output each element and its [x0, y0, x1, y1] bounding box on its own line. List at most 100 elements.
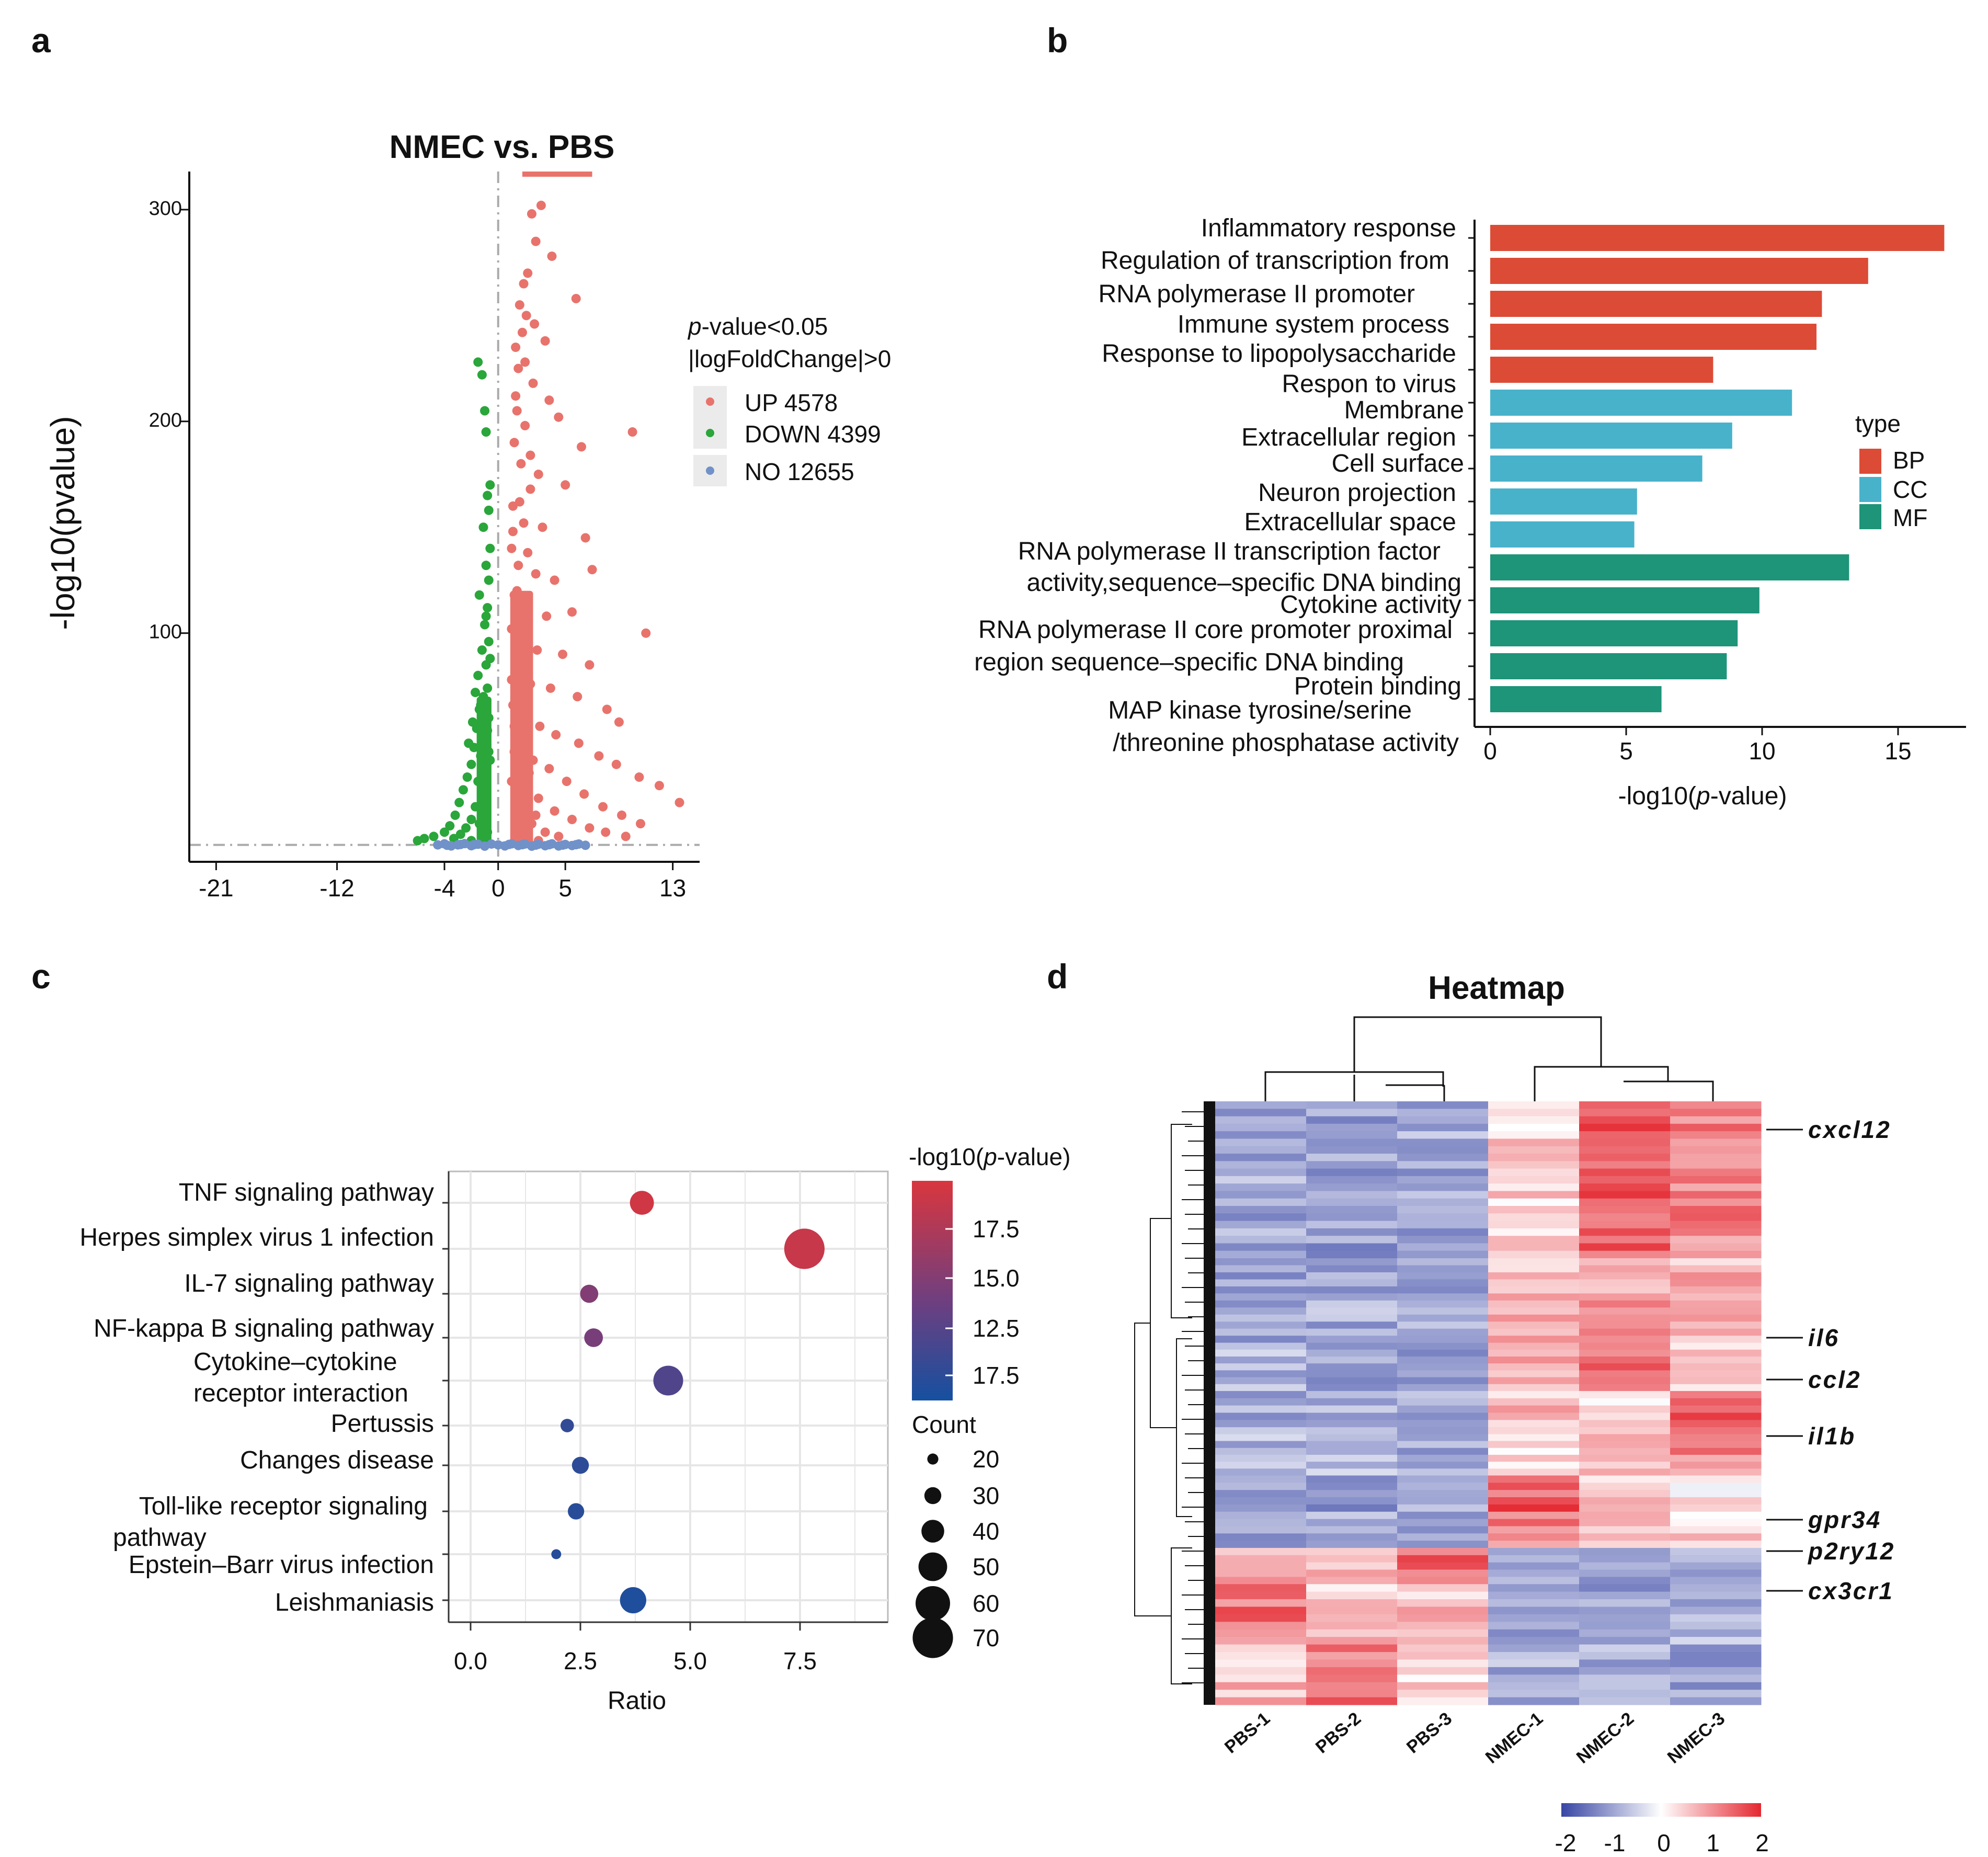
- volcano-point-no: [517, 840, 527, 850]
- heatmap-cell: [1670, 1674, 1762, 1683]
- heatmap-cell: [1488, 1637, 1580, 1645]
- heatmap-cell: [1670, 1183, 1762, 1191]
- heatmap-cell: [1306, 1690, 1398, 1698]
- go-legend-bp-swatch: [1859, 449, 1881, 474]
- heatmap-cell: [1306, 1420, 1398, 1428]
- go-term-label-5: Response to lipopolysaccharide: [1102, 340, 1456, 368]
- volcano-xtick-label: -21: [199, 874, 233, 902]
- heatmap-cell: [1306, 1131, 1398, 1139]
- heatmap-cell: [1306, 1434, 1398, 1442]
- heatmap-cell: [1215, 1468, 1307, 1476]
- heatmap-cell: [1306, 1629, 1398, 1637]
- bubble-color-legend-title: -log10(p-value): [909, 1143, 1070, 1170]
- legend-up-label: UP 4578: [745, 389, 838, 416]
- heatmap-cell: [1488, 1286, 1580, 1294]
- heatmap-cell: [1397, 1584, 1489, 1592]
- heatmap-cell: [1397, 1427, 1489, 1434]
- volcano-point-down: [440, 827, 449, 837]
- heatmap-cell: [1670, 1405, 1762, 1413]
- heatmap-cell: [1488, 1168, 1580, 1177]
- volcano-point-down: [471, 688, 481, 698]
- heatmap-cell: [1579, 1483, 1671, 1490]
- volcano-point-up: [531, 236, 541, 246]
- heatmap-cell: [1397, 1176, 1489, 1184]
- gene-annotations: cxcl12 il6 ccl2 il1b gpr34 p2ry12 cx3cr1: [1766, 1116, 1893, 1604]
- heatmap-cell: [1306, 1300, 1398, 1308]
- heatmap-cell: [1397, 1577, 1489, 1585]
- heatmap-cell: [1306, 1504, 1398, 1512]
- heatmap-cell: [1579, 1599, 1671, 1607]
- heatmap-cell: [1488, 1607, 1580, 1615]
- volcano-point-no: [442, 840, 452, 850]
- heatmap-cell: [1306, 1398, 1398, 1406]
- go-x-ticks: 0 5 10 15: [1483, 727, 1912, 765]
- heatmap-cell: [1670, 1265, 1762, 1273]
- heatmap-cell: [1579, 1497, 1671, 1505]
- panel-a-volcano-plot: a NMEC vs. PBS -log10(pvalue) -21 -12 -4 0 5…: [31, 21, 891, 902]
- heatmap-cell: [1397, 1591, 1489, 1600]
- go-term-label-19: /threonine phosphatase activity: [1113, 729, 1459, 757]
- heatmap-cell: [1215, 1391, 1307, 1399]
- bubble-size-key: [916, 1586, 950, 1621]
- volcano-point-up: [576, 442, 586, 452]
- heatmap-cell: [1670, 1591, 1762, 1600]
- heatmap-cell: [1488, 1101, 1580, 1109]
- heatmap-cell: [1579, 1336, 1671, 1343]
- heatmap-cell: [1397, 1391, 1489, 1399]
- heatmap-cell: [1670, 1547, 1762, 1556]
- heatmap-cell: [1397, 1441, 1489, 1449]
- volcano-point-down: [478, 781, 488, 791]
- heatmap-cell: [1579, 1475, 1671, 1483]
- heatmap-cell: [1670, 1243, 1762, 1251]
- volcano-point-up: [523, 268, 533, 278]
- heatmap-cell: [1579, 1101, 1671, 1109]
- bubble-size-label: 40: [973, 1518, 999, 1545]
- volcano-point-no: [455, 839, 465, 849]
- heatmap-cell: [1579, 1131, 1671, 1139]
- heatmap-column-label: NMEC-3: [1664, 1708, 1729, 1768]
- heatmap-cell: [1397, 1328, 1489, 1336]
- heatmap-cell: [1397, 1265, 1489, 1273]
- volcano-point-up: [654, 781, 664, 791]
- volcano-point-up: [528, 755, 538, 765]
- heatmap-cell: [1488, 1526, 1580, 1534]
- heatmap-cell: [1215, 1441, 1307, 1449]
- heatmap-cell: [1215, 1682, 1307, 1690]
- volcano-xtick-label: 5: [558, 874, 572, 902]
- volcano-point-down: [476, 700, 486, 710]
- heatmap-cell: [1488, 1569, 1580, 1577]
- heatmap-cell: [1579, 1191, 1671, 1199]
- legend-no-dot: [706, 466, 714, 475]
- volcano-point-up: [533, 470, 543, 480]
- heatmap-cell: [1215, 1690, 1307, 1698]
- heatmap-cell: [1579, 1272, 1671, 1280]
- heatmap-cell: [1488, 1176, 1580, 1184]
- heatmap-cell: [1579, 1391, 1671, 1399]
- heatmap-cell: [1670, 1526, 1762, 1534]
- heatmap-cell: [1579, 1434, 1671, 1442]
- heatmap-cell: [1397, 1191, 1489, 1199]
- heatmap-cell: [1397, 1109, 1489, 1117]
- heatmap-cell: [1215, 1577, 1307, 1585]
- go-bar-bp: [1490, 258, 1868, 284]
- volcano-point-up: [544, 764, 554, 773]
- heatmap-cell: [1397, 1349, 1489, 1357]
- volcano-point-up: [507, 543, 517, 553]
- row-dendro-branch: [1171, 1547, 1192, 1684]
- heatmap-cell: [1397, 1690, 1489, 1698]
- volcano-point-up: [512, 406, 522, 416]
- row-dendrogram: [1134, 1111, 1204, 1684]
- pathway-label-3: IL-7 signaling pathway: [184, 1270, 434, 1297]
- legend-down-dot: [706, 429, 714, 437]
- heatmap-cell: [1670, 1356, 1762, 1364]
- heatmap-color-tick-label: 0: [1657, 1829, 1671, 1856]
- volcano-point-up: [544, 395, 554, 405]
- heatmap-cell: [1579, 1300, 1671, 1308]
- volcano-point-up: [550, 575, 559, 585]
- heatmap-cell: [1670, 1146, 1762, 1154]
- pathway-bubble: [630, 1191, 654, 1215]
- volcano-point-up: [507, 777, 517, 787]
- heatmap-cell: [1670, 1412, 1762, 1420]
- volcano-point-down: [466, 815, 476, 825]
- heatmap-cell: [1579, 1448, 1671, 1455]
